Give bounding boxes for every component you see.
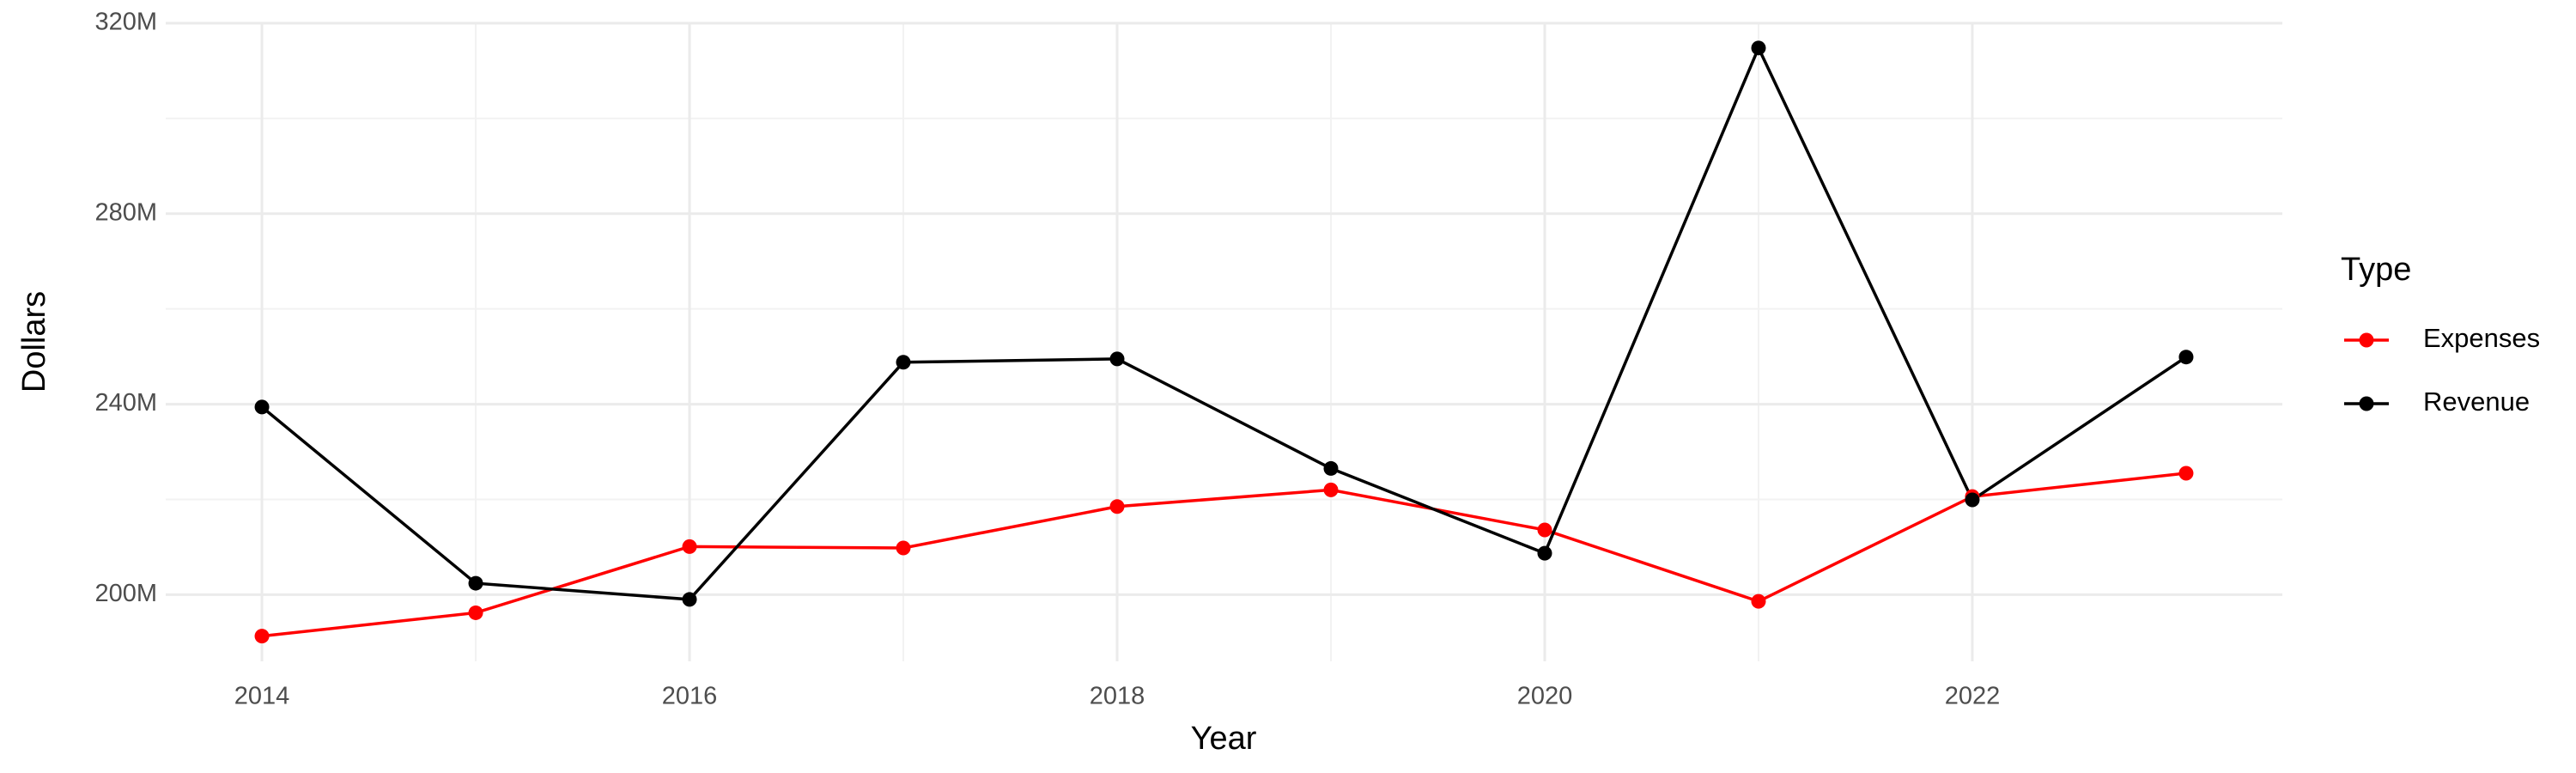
x-tick-label: 2014 (234, 683, 290, 710)
data-point (896, 540, 911, 556)
data-point (2178, 350, 2194, 365)
legend-key-point (2359, 396, 2374, 411)
data-point (896, 355, 911, 370)
data-point (468, 605, 483, 620)
y-tick-label: 240M (94, 389, 157, 417)
data-point (468, 575, 483, 591)
data-point (1537, 522, 1552, 538)
data-point (1323, 460, 1339, 476)
y-tick-label: 320M (94, 9, 157, 36)
x-tick-label: 2022 (1945, 683, 2001, 710)
series-line (260, 44, 2187, 601)
data-point (1109, 351, 1125, 367)
series-line (261, 472, 2187, 638)
data-point (254, 399, 270, 415)
legend-label: Revenue (2423, 386, 2530, 417)
x-axis-title: Year (1191, 721, 1257, 757)
data-point (1323, 482, 1339, 497)
legend-title: Type (2341, 252, 2411, 288)
data-point (682, 592, 697, 607)
data-point (1751, 593, 1766, 609)
x-tick-label: 2016 (662, 683, 718, 710)
x-tick-label: 2020 (1517, 683, 1573, 710)
y-axis-title: Dollars (16, 291, 52, 393)
data-point (254, 629, 270, 644)
data-point (1965, 492, 1980, 508)
data-point (1751, 40, 1766, 56)
legend-label: Expenses (2423, 323, 2540, 353)
y-tick-label: 280M (94, 198, 157, 226)
data-point (1109, 499, 1125, 514)
legend-key-point (2359, 332, 2374, 348)
data-point (682, 539, 697, 554)
data-point (2178, 466, 2194, 481)
y-tick-label: 200M (94, 580, 157, 607)
x-tick-label: 2018 (1090, 683, 1145, 710)
data-point (1537, 545, 1552, 561)
